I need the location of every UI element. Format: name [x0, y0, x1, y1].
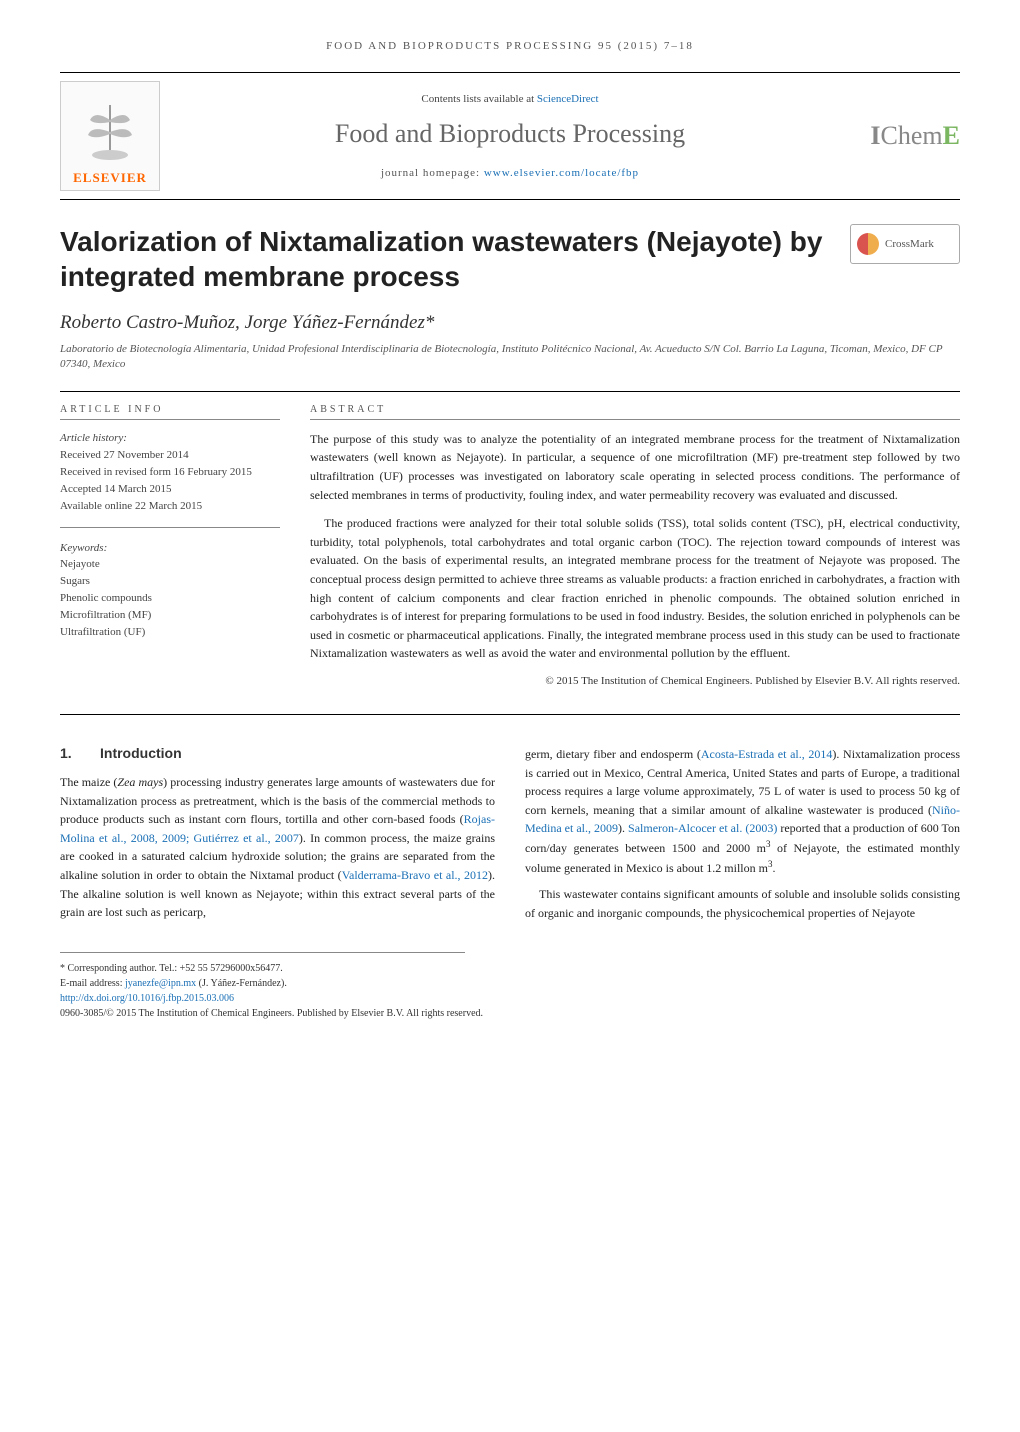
crossmark-label: CrossMark — [885, 238, 934, 250]
article-info-column: ARTICLE INFO Article history: Received 2… — [60, 404, 280, 690]
citation-link[interactable]: Valderrama-Bravo et al., 2012 — [342, 868, 488, 882]
section-title: Introduction — [100, 745, 182, 761]
column-right: germ, dietary fiber and endosperm (Acost… — [525, 745, 960, 922]
elsevier-tree-icon — [80, 100, 140, 170]
text: The maize ( — [60, 775, 117, 789]
corresponding-marker: * — [425, 312, 435, 333]
abstract-label: ABSTRACT — [310, 404, 960, 415]
history-revised: Received in revised form 16 February 201… — [60, 464, 280, 481]
crossmark-badge[interactable]: CrossMark — [850, 224, 960, 264]
journal-homepage-line: journal homepage: www.elsevier.com/locat… — [180, 167, 840, 179]
citation-link[interactable]: Salmeron-Alcocer et al. (2003) — [628, 821, 777, 835]
article-history: Article history: Received 27 November 20… — [60, 430, 280, 515]
divider-top — [60, 391, 960, 392]
crossmark-icon — [857, 233, 879, 255]
text: This wastewater contains significant amo… — [525, 887, 960, 920]
footer-copyright: 0960-3085/© 2015 The Institution of Chem… — [60, 1008, 960, 1019]
intro-paragraph-continued: germ, dietary fiber and endosperm (Acost… — [525, 745, 960, 922]
abstract-text: The purpose of this study was to analyze… — [310, 430, 960, 690]
species-name: Zea mays — [117, 775, 163, 789]
meta-row: ARTICLE INFO Article history: Received 2… — [60, 404, 960, 690]
sciencedirect-link[interactable]: ScienceDirect — [537, 93, 599, 105]
homepage-prefix: journal homepage: — [381, 167, 484, 179]
affiliation: Laboratorio de Biotecnología Alimentaria… — [60, 342, 960, 373]
email-suffix: (J. Yáñez-Fernández). — [196, 978, 287, 989]
journal-title: Food and Bioproducts Processing — [180, 119, 840, 149]
history-accepted: Accepted 14 March 2015 — [60, 481, 280, 498]
icheme-i: I — [870, 121, 880, 150]
body-columns: 1.Introduction The maize (Zea mays) proc… — [60, 745, 960, 922]
section-number: 1. — [60, 745, 100, 761]
elsevier-label: ELSEVIER — [73, 170, 147, 190]
running-header: FOOD AND BIOPRODUCTS PROCESSING 95 (2015… — [60, 40, 960, 52]
abstract-copyright: © 2015 The Institution of Chemical Engin… — [310, 673, 960, 690]
text: germ, dietary fiber and endosperm ( — [525, 747, 701, 761]
history-label: Article history: — [60, 430, 280, 447]
corresponding-author-note: * Corresponding author. Tel.: +52 55 572… — [60, 961, 465, 976]
journal-header-box: ELSEVIER Contents lists available at Sci… — [60, 72, 960, 200]
doi-link[interactable]: http://dx.doi.org/10.1016/j.fbp.2015.03.… — [60, 991, 465, 1006]
history-received: Received 27 November 2014 — [60, 447, 280, 464]
column-left: 1.Introduction The maize (Zea mays) proc… — [60, 745, 495, 922]
title-row: Valorization of Nixtamalization wastewat… — [60, 224, 960, 294]
keyword: Ultrafiltration (UF) — [60, 624, 280, 641]
keywords-list: Nejayote Sugars Phenolic compounds Micro… — [60, 556, 280, 641]
abstract-p1: The purpose of this study was to analyze… — [310, 430, 960, 504]
icheme-logo: IChemE — [840, 121, 960, 151]
homepage-link[interactable]: www.elsevier.com/locate/fbp — [484, 167, 639, 179]
footer-area: * Corresponding author. Tel.: +52 55 572… — [60, 952, 465, 1006]
keywords-label: Keywords: — [60, 542, 280, 554]
email-line: E-mail address: jyanezfe@ipn.mx (J. Yáñe… — [60, 976, 465, 991]
history-online: Available online 22 March 2015 — [60, 498, 280, 515]
abstract-p2: The produced fractions were analyzed for… — [310, 514, 960, 663]
authors: Roberto Castro-Muñoz, Jorge Yáñez-Fernán… — [60, 312, 960, 334]
article-title: Valorization of Nixtamalization wastewat… — [60, 224, 830, 294]
section-heading-intro: 1.Introduction — [60, 745, 495, 761]
keyword: Sugars — [60, 573, 280, 590]
intro-paragraph: The maize (Zea mays) processing industry… — [60, 773, 495, 922]
contents-prefix: Contents lists available at — [421, 93, 536, 105]
abstract-column: ABSTRACT The purpose of this study was t… — [310, 404, 960, 690]
article-info-label: ARTICLE INFO — [60, 404, 280, 415]
contents-available-line: Contents lists available at ScienceDirec… — [180, 93, 840, 105]
keyword: Phenolic compounds — [60, 590, 280, 607]
journal-center: Contents lists available at ScienceDirec… — [180, 93, 840, 179]
email-prefix: E-mail address: — [60, 978, 125, 989]
text: . — [772, 861, 775, 875]
keyword: Nejayote — [60, 556, 280, 573]
text: ). — [618, 821, 628, 835]
elsevier-logo: ELSEVIER — [60, 81, 160, 191]
email-link[interactable]: jyanezfe@ipn.mx — [125, 978, 196, 989]
citation-link[interactable]: Acosta-Estrada et al., 2014 — [701, 747, 833, 761]
icheme-chem: Chem — [881, 121, 943, 150]
keyword: Microfiltration (MF) — [60, 607, 280, 624]
author-names: Roberto Castro-Muñoz, Jorge Yáñez-Fernán… — [60, 312, 425, 333]
icheme-e: E — [943, 121, 960, 150]
divider-bottom — [60, 714, 960, 715]
